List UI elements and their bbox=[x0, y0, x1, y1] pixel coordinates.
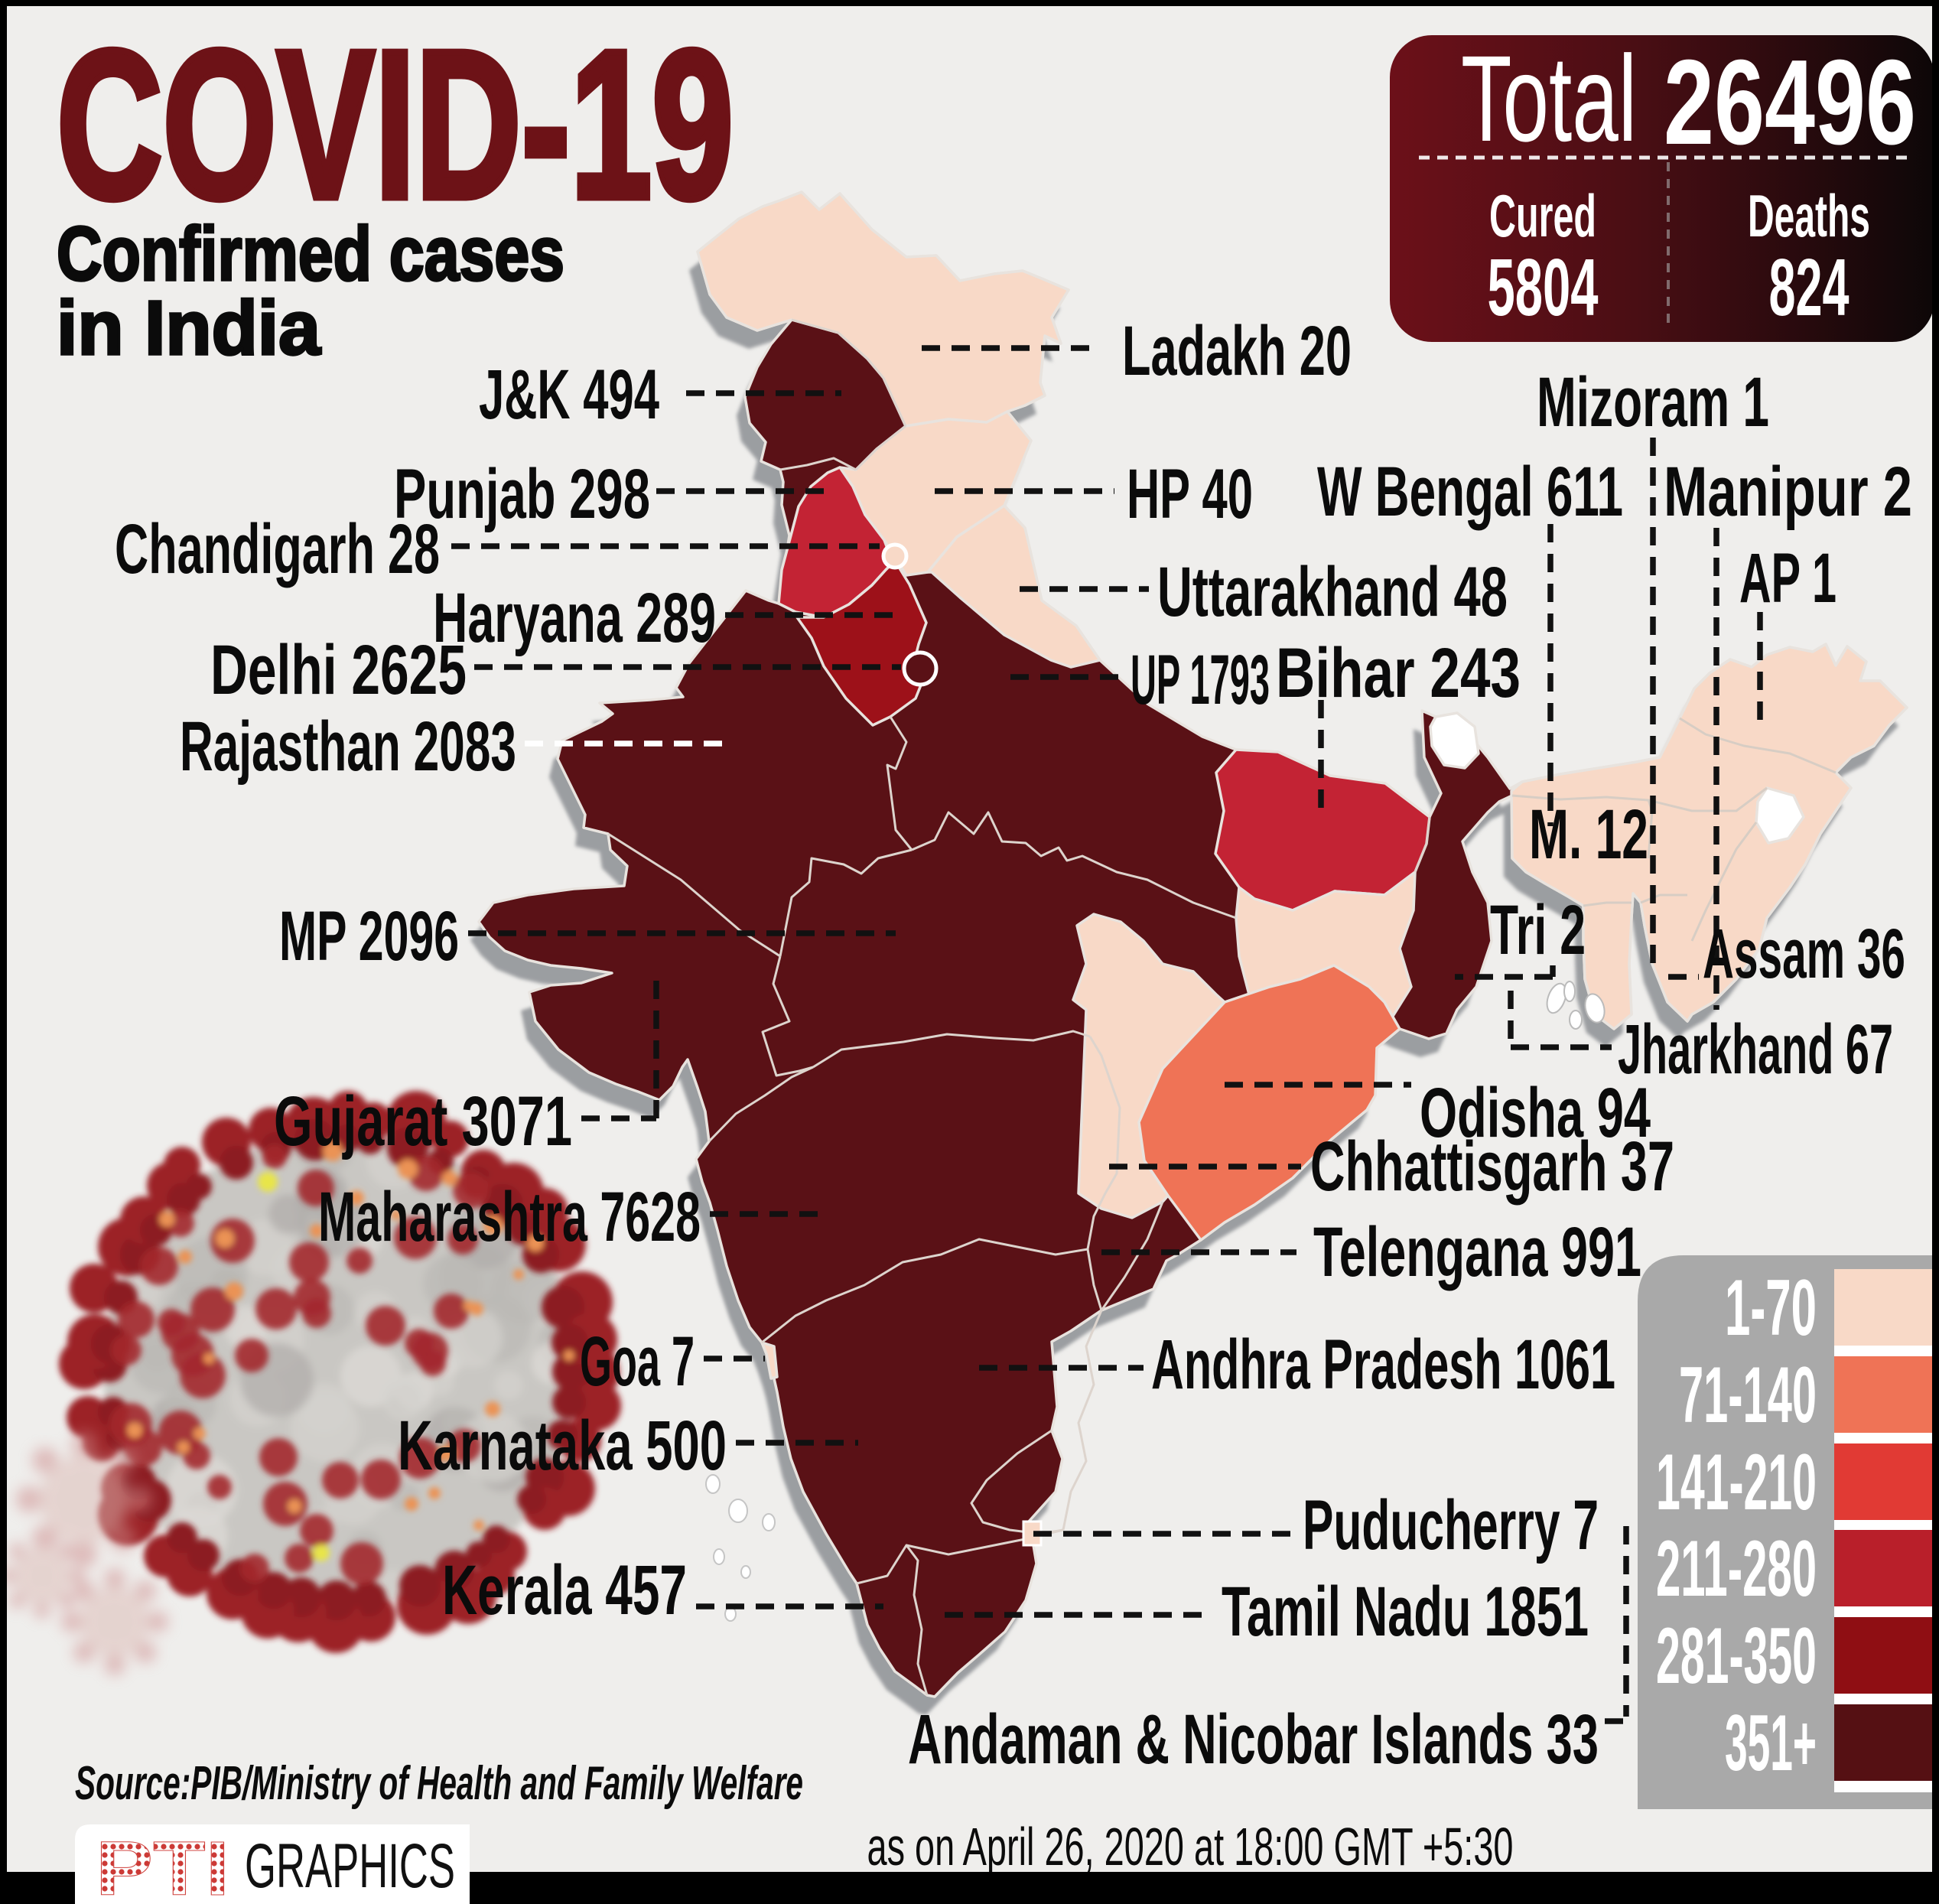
svg-text:Karnataka 500: Karnataka 500 bbox=[398, 1407, 727, 1485]
svg-text:26496: 26496 bbox=[1664, 35, 1916, 170]
svg-text:Tamil Nadu 1851: Tamil Nadu 1851 bbox=[1222, 1573, 1589, 1651]
svg-text:Deaths: Deaths bbox=[1748, 182, 1870, 249]
svg-text:Haryana 289: Haryana 289 bbox=[433, 579, 716, 657]
svg-text:Uttarakhand 48: Uttarakhand 48 bbox=[1157, 553, 1508, 631]
svg-text:281-350: 281-350 bbox=[1656, 1612, 1817, 1701]
svg-text:Gujarat 3071: Gujarat 3071 bbox=[274, 1082, 572, 1160]
svg-text:MP 2096: MP 2096 bbox=[279, 897, 459, 975]
svg-text:as on April 26, 2020 at 18:00: as on April 26, 2020 at 18:00 GMT +5:30 bbox=[867, 1817, 1514, 1876]
svg-text:Assam 36: Assam 36 bbox=[1703, 915, 1905, 993]
svg-text:UP 1793: UP 1793 bbox=[1131, 641, 1270, 719]
svg-text:351+: 351+ bbox=[1725, 1699, 1817, 1788]
svg-text:Maharashtra 7628: Maharashtra 7628 bbox=[318, 1178, 701, 1256]
svg-text:Total: Total bbox=[1461, 30, 1637, 167]
svg-text:GRAPHICS: GRAPHICS bbox=[245, 1831, 455, 1901]
svg-text:J&K 494: J&K 494 bbox=[479, 356, 659, 434]
svg-text:HP 40: HP 40 bbox=[1127, 455, 1253, 533]
svg-text:5804: 5804 bbox=[1488, 242, 1599, 333]
svg-text:COVID-19: COVID-19 bbox=[57, 7, 734, 242]
svg-text:PTI: PTI bbox=[96, 1826, 229, 1904]
svg-text:Punjab 298: Punjab 298 bbox=[394, 455, 650, 533]
svg-text:Cured: Cured bbox=[1489, 182, 1596, 249]
svg-text:Chandigarh 28: Chandigarh 28 bbox=[115, 510, 440, 588]
svg-text:Confirmed cases: Confirmed cases bbox=[57, 211, 564, 297]
svg-text:M. 12: M. 12 bbox=[1529, 796, 1648, 874]
svg-text:Telengana 991: Telengana 991 bbox=[1313, 1213, 1641, 1291]
svg-text:Puducherry 7: Puducherry 7 bbox=[1303, 1486, 1599, 1564]
svg-text:Tri 2: Tri 2 bbox=[1490, 891, 1586, 969]
svg-text:W Bengal 611: W Bengal 611 bbox=[1317, 453, 1623, 531]
svg-text:in India: in India bbox=[57, 285, 321, 371]
svg-text:1-70: 1-70 bbox=[1725, 1264, 1817, 1352]
svg-text:Andaman & Nicobar Islands 33: Andaman & Nicobar Islands 33 bbox=[908, 1701, 1599, 1779]
svg-text:Source:PIB/Ministry of Health: Source:PIB/Ministry of Health and Family… bbox=[75, 1757, 803, 1810]
svg-text:211-280: 211-280 bbox=[1656, 1525, 1817, 1613]
svg-text:824: 824 bbox=[1769, 242, 1850, 333]
svg-text:Ladakh 20: Ladakh 20 bbox=[1122, 312, 1352, 390]
svg-text:Delhi 2625: Delhi 2625 bbox=[210, 631, 467, 709]
svg-text:Jharkhand 67: Jharkhand 67 bbox=[1618, 1011, 1893, 1089]
svg-text:Rajasthan 2083: Rajasthan 2083 bbox=[180, 708, 516, 786]
svg-text:Bihar 243: Bihar 243 bbox=[1276, 634, 1521, 712]
svg-text:Andhra Pradesh 1061: Andhra Pradesh 1061 bbox=[1151, 1326, 1615, 1404]
svg-text:Manipur 2: Manipur 2 bbox=[1664, 453, 1912, 531]
svg-text:71-140: 71-140 bbox=[1679, 1351, 1817, 1440]
svg-text:Kerala 457: Kerala 457 bbox=[442, 1551, 687, 1629]
svg-text:Goa 7: Goa 7 bbox=[580, 1323, 695, 1401]
svg-text:Odisha 94: Odisha 94 bbox=[1420, 1074, 1651, 1152]
svg-text:Chhattisgarh 37: Chhattisgarh 37 bbox=[1310, 1128, 1674, 1206]
svg-text:141-210: 141-210 bbox=[1656, 1438, 1817, 1527]
svg-text:AP 1: AP 1 bbox=[1739, 539, 1837, 617]
svg-text:Mizoram 1: Mizoram 1 bbox=[1537, 363, 1769, 441]
